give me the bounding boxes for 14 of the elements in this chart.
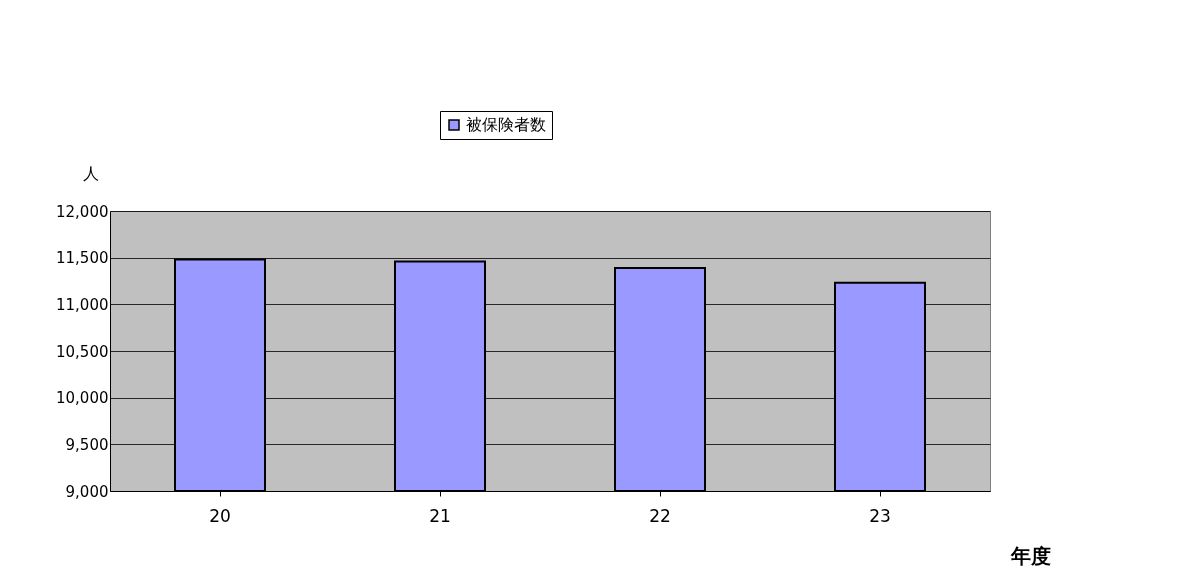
y-tick-label: 9,500	[65, 435, 109, 454]
x-tick-label: 21	[429, 505, 451, 526]
y-tick-label: 10,500	[56, 342, 109, 361]
x-tick-label: 20	[209, 505, 231, 526]
x-tick-label: 22	[649, 505, 671, 526]
y-tick-label: 9,000	[65, 482, 109, 501]
x-tick-label: 23	[869, 505, 891, 526]
y-tick-label: 10,000	[56, 389, 109, 408]
y-axis-title: 人	[82, 163, 99, 183]
y-tick-label: 11,000	[56, 295, 109, 314]
y-tick-label: 12,000	[56, 202, 109, 221]
y-tick-label: 11,500	[56, 249, 109, 268]
x-axis-title: 年度	[1009, 543, 1051, 568]
legend-label: 被保険者数	[466, 115, 546, 134]
